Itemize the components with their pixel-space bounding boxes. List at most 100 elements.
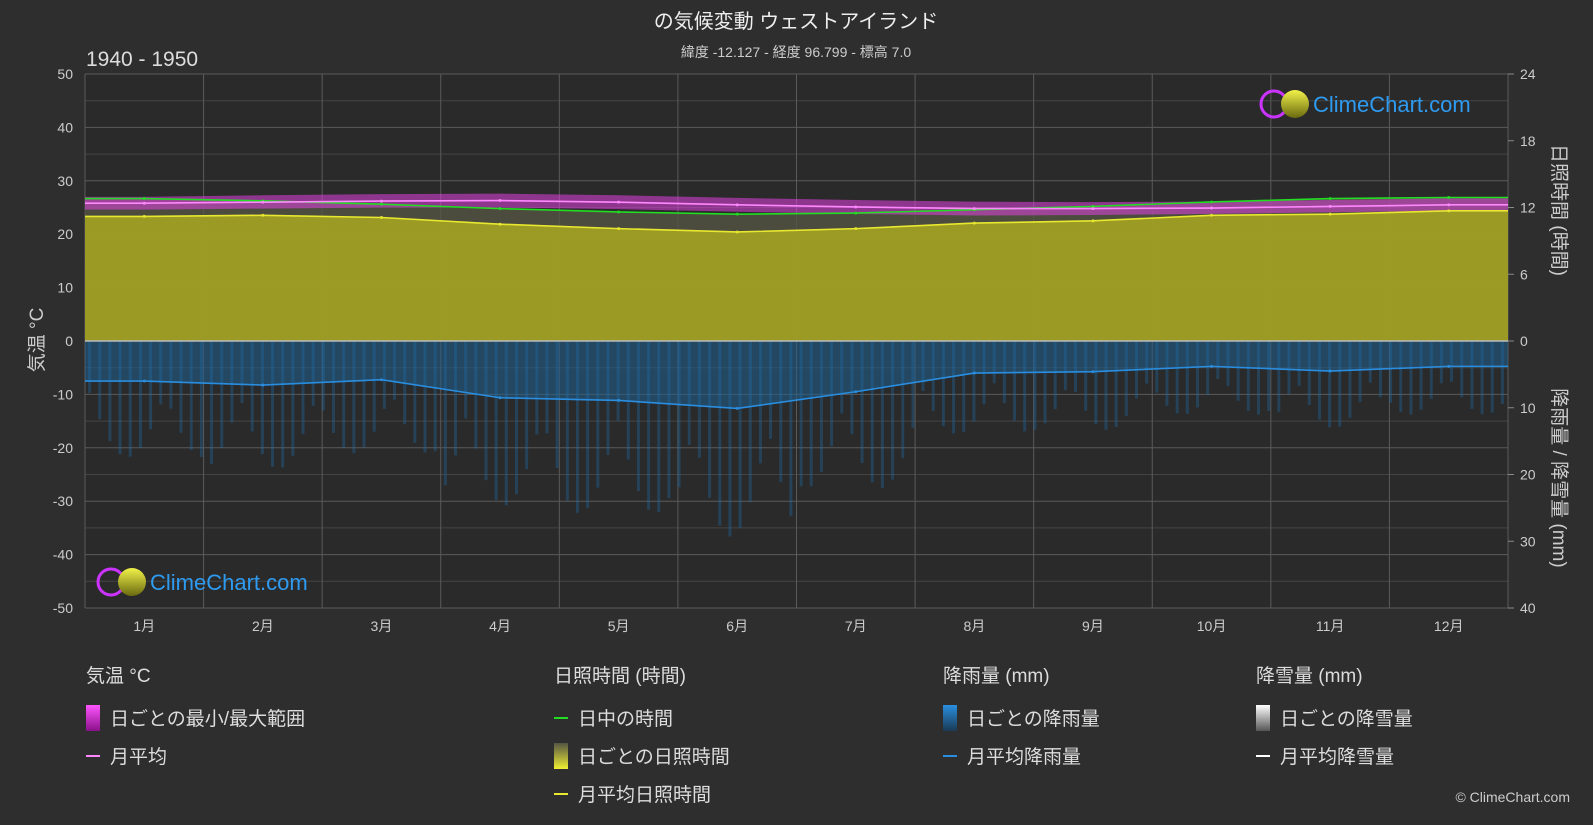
left-tick-label: 0 (65, 333, 73, 349)
daily-rain-bar (992, 341, 996, 384)
daily-rain-bar (1053, 341, 1057, 410)
daily-rain-bar (1500, 341, 1504, 405)
data-point (1328, 204, 1332, 208)
daily-rain-bar (1429, 341, 1433, 399)
daily-rain-bar (423, 341, 427, 453)
daily-rain-bar (738, 341, 742, 529)
legend-item-label: 日ごとの降雨量 (967, 708, 1100, 730)
right-top-tick-label: 24 (1520, 66, 1536, 82)
data-point (617, 210, 621, 214)
daily-rain-bar (819, 341, 823, 472)
right-bottom-tick-label: 30 (1520, 533, 1536, 549)
data-point (261, 213, 265, 217)
daily-rain-bar (1460, 341, 1464, 398)
daily-rain-bar (809, 341, 813, 487)
daily-rain-bar (1104, 341, 1108, 430)
daily-rain-bar (586, 341, 590, 509)
daily-rain-bar (1043, 341, 1047, 424)
daily-rain-bar (779, 341, 783, 483)
left-tick-label: 30 (57, 173, 73, 189)
watermark-top: ClimeChart.com (1259, 89, 1471, 119)
daily-rain-bar (1389, 341, 1393, 403)
daily-rain-bar (1450, 341, 1454, 382)
daily-rain-bar (606, 341, 610, 455)
daily-rain-bar (413, 341, 417, 443)
daily-rain-bar (830, 341, 834, 447)
daily-rain-bar (98, 341, 102, 420)
data-point (1328, 212, 1332, 216)
daily-rain-bar (941, 341, 945, 427)
right-top-axis-title: 日照時間 (時間) (1548, 144, 1570, 276)
daily-rain-bar (647, 341, 651, 510)
data-point (142, 214, 146, 218)
daily-rain-bar (443, 341, 447, 486)
daily-rain-bar (565, 341, 569, 501)
daily-rain-bar (921, 341, 925, 392)
daily-rain-bar (453, 341, 457, 456)
data-point (1210, 206, 1214, 210)
daily-rain-bar (575, 341, 579, 513)
daily-rain-bar (1317, 341, 1321, 420)
data-point (261, 383, 265, 387)
daily-rain-bar (311, 341, 315, 406)
left-tick-label: -50 (53, 600, 73, 616)
right-top-tick-label: 18 (1520, 133, 1536, 149)
data-point (1447, 209, 1451, 213)
daily-rain-bar (362, 341, 366, 448)
month-label: 11月 (1316, 618, 1345, 634)
left-tick-label: -10 (53, 386, 73, 402)
daily-rain-bar (1094, 341, 1098, 425)
data-point (498, 222, 502, 226)
daily-rain-bar (169, 341, 173, 409)
data-point (379, 216, 383, 220)
month-label: 7月 (845, 618, 867, 634)
legend-item-label: 月平均降雨量 (967, 746, 1081, 768)
data-point (1210, 364, 1214, 368)
right-bottom-tick-label: 20 (1520, 467, 1536, 483)
daily-rain-bar (342, 341, 346, 449)
data-point (735, 203, 739, 207)
daily-rain-bar (1114, 341, 1118, 427)
month-label: 1月 (133, 618, 155, 634)
month-label: 3月 (371, 618, 393, 634)
daily-rain-bar (718, 341, 722, 526)
daily-rain-bar (667, 341, 671, 499)
daily-rain-bar (352, 341, 356, 454)
daily-rain-bar (1084, 341, 1088, 411)
temperature-avg-line (85, 199, 1508, 210)
daily-rain-bar (1206, 341, 1210, 396)
legend-item-label: 日ごとの日照時間 (578, 746, 730, 768)
daily-rain-bar (769, 341, 773, 439)
daily-rain-bar (88, 341, 92, 394)
daily-rain-bar (504, 341, 508, 506)
daily-rain-bar (1480, 341, 1484, 415)
daily-rain-bar (880, 341, 884, 489)
left-tick-label: -30 (53, 493, 73, 509)
daily-rain-bar (596, 341, 600, 488)
daily-rain-bar (1419, 341, 1423, 410)
daily-rain-bar (250, 341, 254, 432)
watermark-bottom: ClimeChart.com (96, 567, 308, 597)
daily-rain-bar (1287, 341, 1291, 395)
data-point (735, 212, 739, 216)
daily-rain-bar (199, 341, 203, 458)
daily-rain-bar (697, 341, 701, 458)
daily-rain-bar (1328, 341, 1332, 428)
daily-rain-bar (1236, 341, 1240, 401)
data-point (617, 200, 621, 204)
chart-subtitle: 緯度 -12.127 - 経度 96.799 - 標高 7.0 (681, 44, 912, 60)
data-point (498, 199, 502, 203)
sunshine-area (85, 210, 1508, 341)
daily-rain-bar (687, 341, 691, 445)
daily-rain-bar (230, 341, 234, 423)
temperature-range-band (85, 193, 1508, 216)
daily-rain-bar (138, 341, 142, 448)
daily-rain-bar (636, 341, 640, 492)
daily-rain-bar (291, 341, 295, 456)
data-point (1210, 213, 1214, 217)
daily-rain-bar (1226, 341, 1230, 386)
daily-rain-bar (240, 341, 244, 404)
data-point (498, 207, 502, 211)
daily-rain-bar (260, 341, 264, 455)
month-label: 5月 (608, 618, 630, 634)
